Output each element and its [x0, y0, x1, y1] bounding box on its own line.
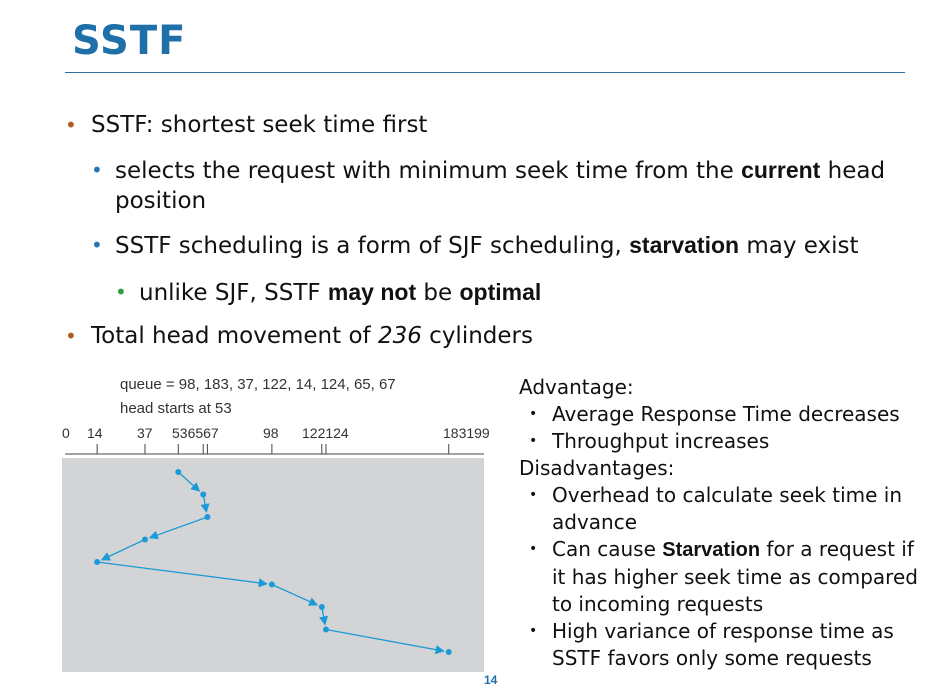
disadvantage-item: • Can cause Starvation for a request if it…: [519, 536, 949, 618]
disadvantage-text: advance: [552, 510, 638, 534]
bullet-total-movement: • Total head movement of 236 cylinders: [65, 321, 533, 351]
bullet-text: selects the request with minimum seek ti…: [115, 158, 742, 184]
head-move-segment: [325, 628, 445, 655]
diagram-background: [62, 458, 484, 672]
bullet-dot-icon: •: [529, 406, 538, 422]
bullet-sstf-definition: • SSTF: shortest seek time first: [65, 110, 428, 140]
head-position-point-37: [141, 536, 148, 543]
tick-label-0: 0: [62, 425, 70, 441]
head-move-segment: [177, 471, 201, 492]
head-position-point-183: [445, 649, 452, 655]
bullet-dot-icon: •: [91, 158, 103, 182]
disadvantage-text: for a request if: [760, 537, 914, 561]
disadvantage-text: to incoming requests: [552, 592, 764, 616]
bullet-text: head: [820, 158, 886, 184]
bullet-dot-icon: •: [529, 623, 538, 639]
advantage-item: • Throughput increases: [519, 428, 949, 455]
bullet-dot-icon: •: [65, 324, 77, 348]
bullet-bold-optimal: optimal: [459, 279, 542, 305]
disadvantage-item: • High variance of response time as SSTF f…: [519, 618, 949, 672]
bullet-dot-icon: •: [529, 487, 538, 503]
tick-label-53-65-67: 536567: [172, 425, 219, 441]
bullet-not-optimal: • unlike SJF, SSTF may not be optimal: [115, 277, 542, 308]
disadvantage-text: High variance of response time as: [552, 619, 894, 643]
head-position-point-67: [204, 514, 211, 520]
head-move-segment: [97, 561, 268, 588]
title-divider: [65, 72, 905, 73]
sstf-figure: queue = 98, 183, 37, 122, 14, 124, 65, 6…: [62, 372, 502, 672]
bullet-dot-icon: •: [65, 113, 77, 137]
bullet-text: SSTF: shortest seek time first: [91, 112, 428, 138]
advantage-header: Advantage:: [519, 375, 634, 399]
head-start-caption: head starts at 53: [120, 400, 232, 417]
bullet-dot-icon: •: [529, 433, 538, 449]
disadvantage-item: • Overhead to calculate seek time in advan…: [519, 482, 949, 536]
head-position-point-14: [94, 559, 101, 565]
disadvantage-text: Can cause: [552, 537, 663, 561]
slide-title: SSTF: [72, 18, 187, 64]
bullet-dot-icon: •: [91, 233, 103, 257]
tick-label-98: 98: [263, 425, 279, 441]
queue-caption: queue = 98, 183, 37, 122, 14, 124, 65, 6…: [120, 376, 396, 393]
bullet-dot-icon: •: [529, 541, 538, 557]
sstf-head-movement-diagram: [62, 444, 484, 672]
disadvantage-bold-starvation: Starvation: [662, 539, 761, 561]
advantage-item: • Average Response Time decreases: [519, 401, 949, 428]
disadvantage-text: SSTF favors only some requests: [552, 646, 872, 670]
head-move-segment: [271, 583, 319, 606]
pros-cons-panel: Advantage: • Average Response Time decrea…: [519, 374, 949, 672]
bullet-bold-current: current: [741, 157, 821, 183]
bullet-text-line2: position: [115, 188, 207, 214]
bullet-text: may exist: [739, 233, 859, 259]
head-position-point-65: [200, 491, 207, 498]
bullet-text: Total head movement of: [91, 323, 378, 349]
head-position-point-122: [318, 604, 325, 610]
head-move-segment: [100, 538, 146, 561]
disadvantage-text: it has higher seek time as compared: [552, 565, 918, 589]
tick-label-122-124: 122124: [302, 425, 349, 441]
bullet-bold-may-not: may not: [327, 279, 417, 305]
bullet-text: unlike SJF, SSTF: [139, 280, 328, 306]
bullet-sjf-form: • SSTF scheduling is a form of SJF sched…: [91, 230, 859, 261]
tick-label-37: 37: [137, 425, 153, 441]
head-position-point-53: [175, 469, 182, 475]
tick-label-14: 14: [87, 425, 103, 441]
head-move-segment: [148, 516, 208, 540]
advantage-text: Average Response Time decreases: [552, 402, 900, 426]
bullet-text: SSTF scheduling is a form of SJF schedul…: [115, 233, 630, 259]
bullet-dot-icon: •: [115, 280, 127, 304]
total-movement-value: 236: [377, 323, 422, 349]
head-position-point-98: [268, 581, 275, 588]
tick-label-183-199: 183199: [443, 425, 490, 441]
bullet-bold-starvation: starvation: [629, 232, 740, 258]
head-position-point-124: [322, 626, 329, 633]
disadvantage-text: Overhead to calculate seek time in: [552, 483, 903, 507]
disadvantage-header: Disadvantages:: [519, 456, 675, 480]
bullet-text: be: [416, 280, 460, 306]
bullet-selects-request: • selects the request with minimum seek …: [91, 155, 886, 216]
page-number: 14: [484, 673, 498, 687]
bullet-text: cylinders: [421, 323, 533, 349]
advantage-text: Throughput increases: [552, 429, 770, 453]
